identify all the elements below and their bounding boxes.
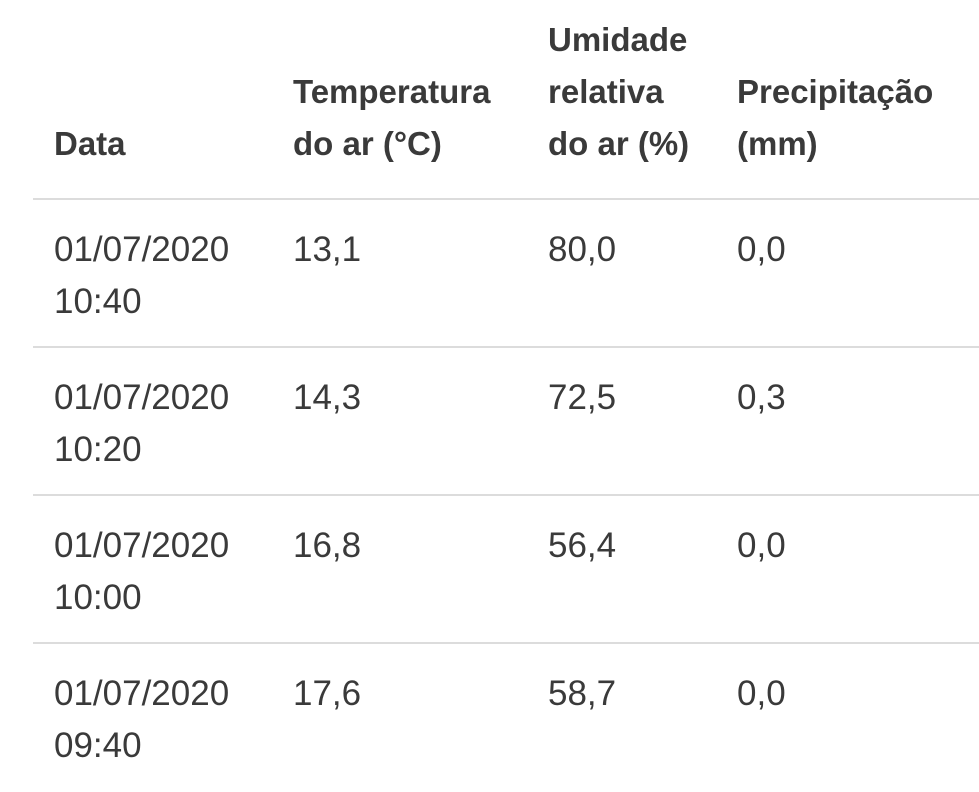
cell-precipitation: 0,0	[737, 674, 786, 713]
cell-date: 01/07/2020 10:00	[54, 526, 230, 617]
cell-temperature: 14,3	[293, 378, 362, 417]
cell-humidity: 72,5	[548, 378, 617, 417]
cell-precipitation: 0,3	[737, 378, 786, 417]
table-row: 01/07/2020 09:40 17,6 58,7 0,0	[33, 644, 979, 792]
table-row: 01/07/2020 10:00 16,8 56,4 0,0	[33, 496, 979, 644]
cell-temperature: 17,6	[293, 674, 362, 713]
cell-date: 01/07/2020 09:40	[54, 674, 230, 765]
header-temperature: Temperatura do ar (°C)	[293, 73, 491, 162]
header-precipitation: Precipitação (mm)	[737, 73, 934, 162]
cell-precipitation: 0,0	[737, 230, 786, 269]
cell-precipitation: 0,0	[737, 526, 786, 565]
cell-temperature: 16,8	[293, 526, 362, 565]
header-date: Data	[54, 125, 126, 162]
header-humidity: Umidade relativa do ar (%)	[548, 21, 690, 162]
table-header: Data Temperatura do ar (°C) Umidade rela…	[33, 0, 979, 200]
cell-date: 01/07/2020 10:20	[54, 378, 230, 469]
cell-temperature: 13,1	[293, 230, 362, 269]
cell-humidity: 56,4	[548, 526, 617, 565]
table-row: 01/07/2020 10:40 13,1 80,0 0,0	[33, 200, 979, 348]
table-row: 01/07/2020 10:20 14,3 72,5 0,3	[33, 348, 979, 496]
cell-date: 01/07/2020 10:40	[54, 230, 230, 321]
cell-humidity: 58,7	[548, 674, 617, 713]
cell-humidity: 80,0	[548, 230, 617, 269]
